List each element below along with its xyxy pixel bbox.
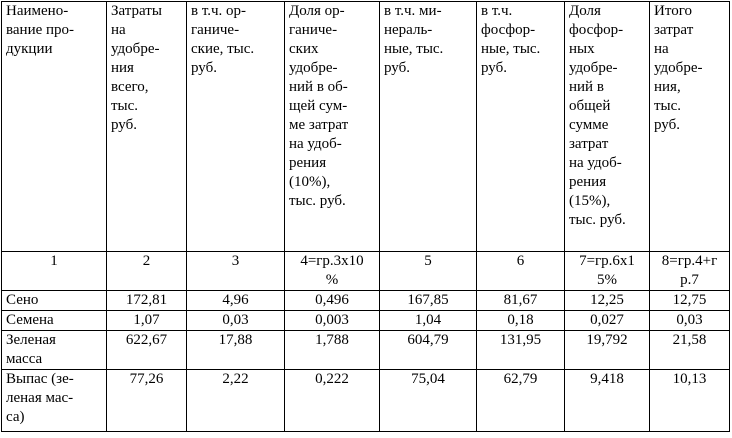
table-cell: 5 <box>379 251 477 291</box>
table-cell: в т.ч. фосфор- ные, тыс. руб. <box>476 1 565 252</box>
table-cell: 1,07 <box>106 310 187 331</box>
table-cell: 0,027 <box>564 310 650 331</box>
table-cell: 77,26 <box>106 369 187 432</box>
table-cell: 75,04 <box>379 369 477 432</box>
table-cell: 2 <box>106 251 187 291</box>
table-cell: 1 <box>1 251 107 291</box>
table-cell: в т.ч. ор- ганиче- ские, тыс. руб. <box>186 1 285 252</box>
table-cell: 10,13 <box>649 369 730 432</box>
table-cell: 131,95 <box>476 330 565 370</box>
table-cell: Наимено- вание про- дукции <box>1 1 107 252</box>
table-cell: 12,25 <box>564 290 650 311</box>
table-cell: 0,496 <box>284 290 380 311</box>
table-cell: 19,792 <box>564 330 650 370</box>
table-cell: Доля ор- ганиче- ских удобре- ний в об- … <box>284 1 380 252</box>
table-cell: 12,75 <box>649 290 730 311</box>
table-cell: 0,03 <box>186 310 285 331</box>
table-cell: Доля фосфор- ных удобре- ний в общей сум… <box>564 1 650 252</box>
table-cell: 8=гр.4+г р.7 <box>649 251 730 291</box>
data-row: Зеленая масса 622,67 17,88 1,788 604,79 131,9… <box>1 330 730 370</box>
table-cell: Семена <box>1 310 107 331</box>
table-cell: 167,85 <box>379 290 477 311</box>
table-cell: 81,67 <box>476 290 565 311</box>
table-cell: 7=гр.6х1 5% <box>564 251 650 291</box>
table-cell: в т.ч. ми- нераль- ные, тыс. руб. <box>379 1 477 252</box>
header-row: Наимено- вание про- дукции Затраты на удо… <box>1 1 730 252</box>
table-cell: 4,96 <box>186 290 285 311</box>
table-cell: 604,79 <box>379 330 477 370</box>
table-cell: 2,22 <box>186 369 285 432</box>
table-cell: 3 <box>186 251 285 291</box>
table-cell: 62,79 <box>476 369 565 432</box>
table-cell: 6 <box>476 251 565 291</box>
table-cell: 0,03 <box>649 310 730 331</box>
table-cell: 0,003 <box>284 310 380 331</box>
table-cell: Затраты на удобре- ния всего, тыс. руб. <box>106 1 187 252</box>
table-cell: 17,88 <box>186 330 285 370</box>
table-cell: 9,418 <box>564 369 650 432</box>
table-cell: 0,222 <box>284 369 380 432</box>
table-cell: 4=гр.3х10 % <box>284 251 380 291</box>
table-cell: 1,788 <box>284 330 380 370</box>
table-cell: 21,58 <box>649 330 730 370</box>
table-cell: Сено <box>1 290 107 311</box>
table-cell: Зеленая масса <box>1 330 107 370</box>
data-table: Наимено- вание про- дукции Затраты на удо… <box>1 1 730 432</box>
table-cell: Итого затрат на удобре- ния, тыс. руб. <box>649 1 730 252</box>
number-row: 1 2 3 4=гр.3х10 % 5 6 7=гр.6х1 5% 8=гр.4+г р.7 <box>1 251 730 291</box>
table-cell: 1,04 <box>379 310 477 331</box>
table-cell: 0,18 <box>476 310 565 331</box>
data-row: Семена 1,07 0,03 0,003 1,04 0,18 0,027 0,03 <box>1 310 730 331</box>
table-cell: 172,81 <box>106 290 187 311</box>
data-row: Выпас (зе- леная мас- са) 77,26 2,22 0,222 7… <box>1 369 730 432</box>
table-cell: 622,67 <box>106 330 187 370</box>
table-cell: Выпас (зе- леная мас- са) <box>1 369 107 432</box>
data-row: Сено 172,81 4,96 0,496 167,85 81,67 12,25 12,75 <box>1 290 730 311</box>
